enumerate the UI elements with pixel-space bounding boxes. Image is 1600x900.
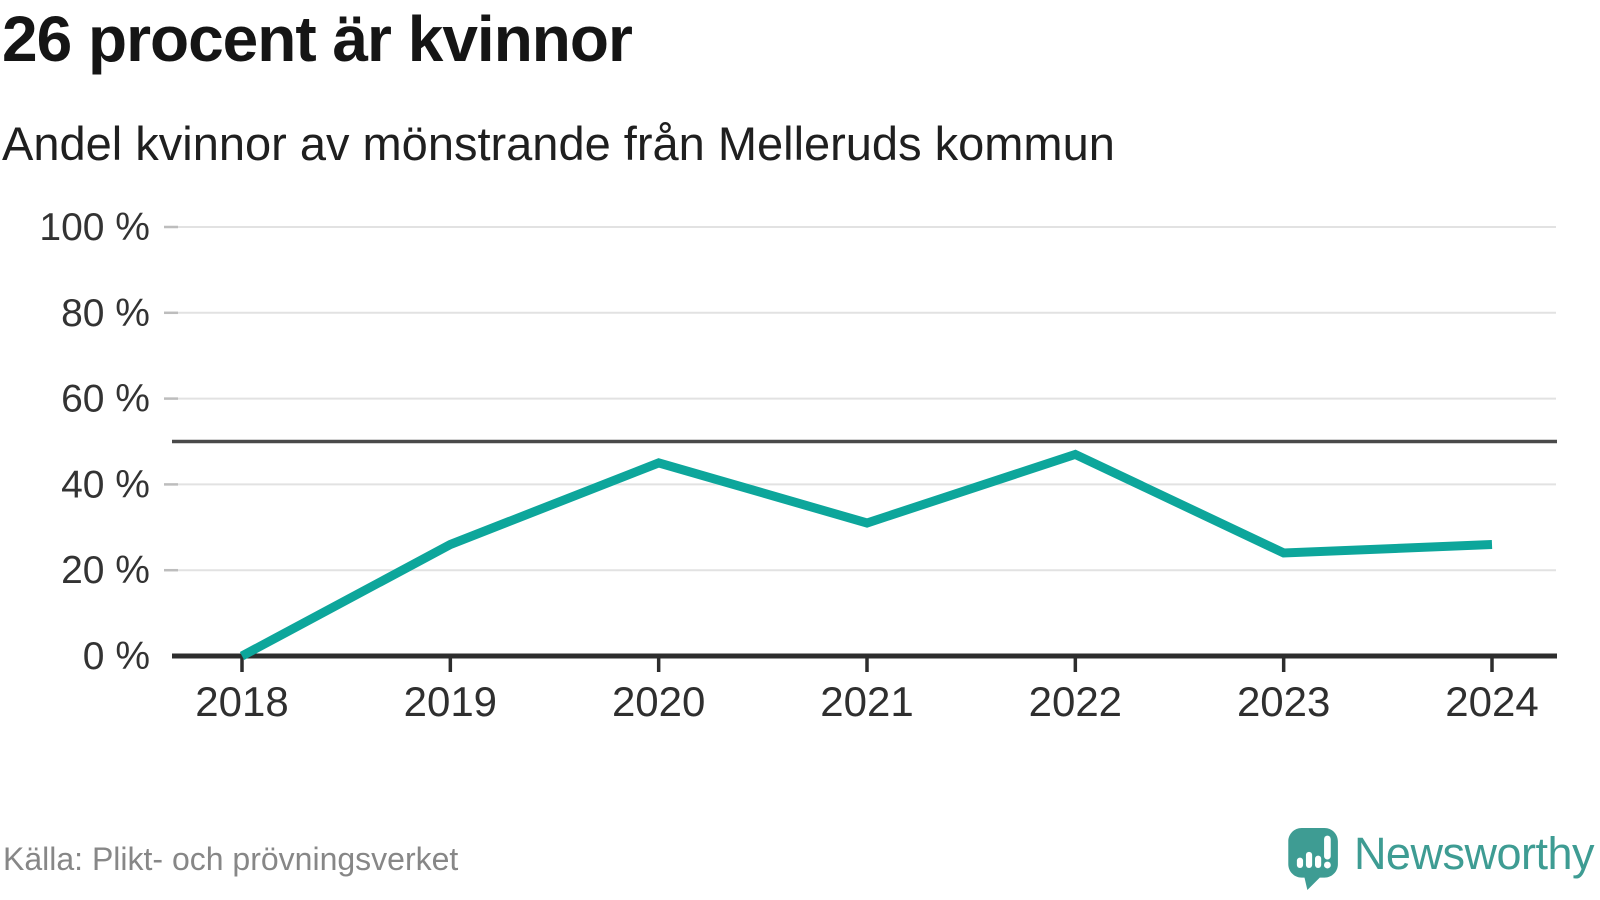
y-axis-label: 100 % (39, 206, 150, 249)
brand-name: Newsworthy (1353, 827, 1595, 879)
y-axis-label: 80 % (61, 292, 150, 335)
x-axis-label: 2021 (820, 678, 913, 725)
newsworthy-logo-icon (1288, 828, 1338, 890)
y-axis-label: 0 % (83, 635, 150, 678)
y-axis-label: 40 % (61, 463, 150, 506)
chart-title: 26 procent är kvinnor (2, 3, 633, 75)
x-axis-label: 2024 (1445, 678, 1538, 725)
x-axis-label: 2022 (1029, 678, 1122, 725)
x-axis-label: 2020 (612, 678, 705, 725)
y-axis-label: 20 % (61, 549, 150, 592)
data-line-series (239, 449, 1493, 660)
x-axis-label: 2023 (1237, 678, 1330, 725)
brand-lockup: Newsworthy (1288, 827, 1595, 890)
x-axis-label: 2019 (404, 678, 497, 725)
chart-subtitle: Andel kvinnor av mönstrande från Melleru… (2, 117, 1115, 170)
x-axis-label: 2018 (195, 678, 288, 725)
y-axis-label: 60 % (61, 378, 150, 421)
source-note: Källa: Plikt- och prövningsverket (3, 841, 459, 877)
